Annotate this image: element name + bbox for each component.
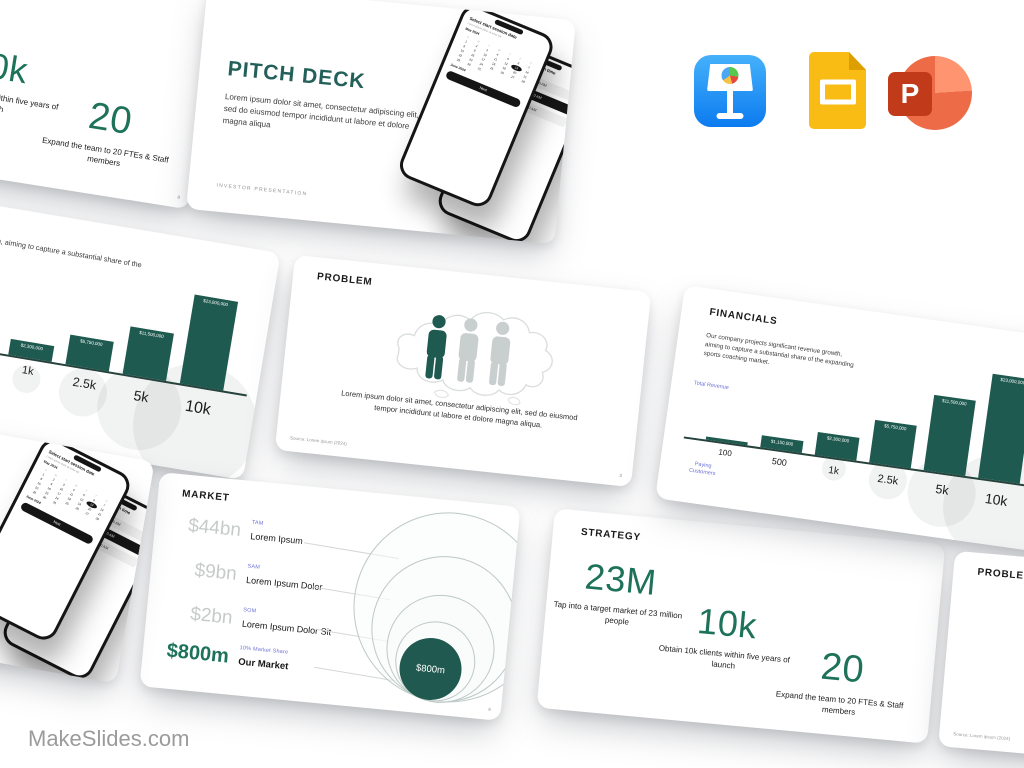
slide-heading: FINANCIALS	[708, 306, 779, 328]
market-value: $2bn	[189, 603, 234, 629]
bar-value-label: $11,500,000	[138, 329, 165, 339]
market-tag: SOM	[243, 606, 257, 614]
bar-value-label: $2,300,000	[826, 435, 850, 444]
keynote-base	[716, 113, 744, 119]
market-value: $44bn	[187, 515, 242, 542]
google-slides-frame	[819, 79, 856, 104]
chart-bar: $23,000,000	[978, 373, 1024, 484]
market-row-labels: 10% Market Share Our Market	[238, 645, 337, 677]
y-axis-label: Total Revenue	[693, 379, 730, 391]
chart-category: 500	[771, 455, 788, 468]
market-value-ours: $800m	[165, 639, 230, 668]
keynote-app-icon[interactable]	[694, 55, 766, 127]
market-label: Lorem Ipsum	[249, 531, 304, 547]
chart-bar: $11,500,000	[122, 326, 174, 382]
page-number: 3	[619, 472, 623, 479]
slide-body-text: Lorem ipsum dolor sit amet, consectetur …	[222, 91, 420, 131]
chart-bar: $5,750,000	[869, 419, 917, 469]
market-tag: SAM	[247, 562, 261, 571]
chart-category: 100	[717, 447, 733, 459]
page-number: 8	[177, 194, 181, 200]
market-tag: 10% Market Share	[239, 644, 289, 656]
x-axis-label: Paying Customers	[688, 460, 716, 477]
slide-strategy[interactable]: STRATEGY 23M Tap into a target market of…	[536, 508, 946, 744]
slide-financials-partial[interactable]: FINANCIALS Our company projects signific…	[0, 173, 281, 481]
keynote-stand	[727, 91, 733, 115]
keynote-pie-chart	[721, 67, 739, 84]
chart-bar: $2,300,000	[8, 338, 55, 362]
google-slides-app-icon[interactable]	[809, 52, 866, 129]
person-icon-teal	[425, 315, 447, 380]
slide-title[interactable]: PITCH DECK Lorem ipsum dolor sit amet, c…	[186, 0, 576, 245]
slide-problem-partial[interactable]: PROBLEM Source: Lorem ipsum (2024)	[938, 550, 1024, 768]
slide-body-text: Our company projects significant revenue…	[0, 212, 143, 270]
bar-value-label: $23,000,000	[1000, 376, 1024, 386]
keynote-podium	[707, 64, 753, 91]
slide-heading: MARKET	[181, 488, 231, 504]
brand-link[interactable]: MakeSlides.com	[28, 726, 190, 751]
stat-block: 20 Expand the team to 20 FTEs & Staff me…	[763, 641, 919, 724]
slide-body-text: Our company projects significant revenue…	[703, 331, 855, 369]
powerpoint-letter-block: P	[888, 72, 932, 116]
market-label: Lorem Ipsum Dolor Sit	[241, 618, 332, 638]
market-tag: TAM	[251, 519, 264, 527]
bar-value-label: $23,000,000	[202, 298, 229, 308]
page-number: 6	[488, 706, 492, 712]
people-icons	[419, 313, 517, 388]
slide-footer-text: INVESTOR PRESENTATION	[216, 182, 308, 197]
slide-heading: PROBLEM	[316, 271, 373, 289]
bar-value-label: $1,150,000	[770, 438, 794, 447]
powerpoint-letter: P	[900, 78, 920, 109]
market-label: Our Market	[237, 656, 289, 673]
stat-block: 20 Expand the team to 20 FTEs & Staff me…	[29, 87, 188, 179]
person-icon-gray	[489, 321, 511, 387]
person-icon-gray	[457, 318, 479, 383]
slide-financials[interactable]: FINANCIALS Our company projects signific…	[655, 285, 1024, 558]
source-note: Source: Lorem ipsum (2024)	[289, 435, 348, 447]
slide-problem[interactable]: PROBLEM Lorem ipsum dolor sit amet, cons…	[274, 254, 652, 488]
bar-value-label: $11,500,000	[941, 398, 967, 407]
slide-heading: PROBLEM	[976, 566, 1024, 583]
slide-market[interactable]: MARKET $44bn TAM Lorem Ipsum $9bn SAM Lo…	[139, 472, 521, 721]
market-row-labels: TAM Lorem Ipsum	[250, 519, 304, 546]
bar-value-label: $2,300,000	[20, 342, 44, 352]
chart-bar: $1,150,000	[760, 435, 804, 454]
source-note: Source: Lorem ipsum (2024)	[953, 731, 1011, 742]
bar-value-label: $5,750,000	[883, 423, 907, 432]
bar-value-label: $5,750,000	[79, 338, 103, 347]
powerpoint-app-icon[interactable]: P	[888, 53, 972, 133]
slide-heading: STRATEGY	[580, 526, 642, 544]
market-label: Lorem Ipsum Dolor	[245, 574, 323, 593]
market-row-labels: SOM Lorem Ipsum Dolor Sit	[242, 607, 333, 637]
market-row-labels: SAM Lorem Ipsum Dolor	[246, 563, 324, 592]
market-value: $9bn	[193, 559, 238, 585]
slide-strategy-partial[interactable]: STRATEGY 23M Tap into a target market of…	[0, 0, 222, 210]
slide-title-text: PITCH DECK	[226, 57, 367, 94]
